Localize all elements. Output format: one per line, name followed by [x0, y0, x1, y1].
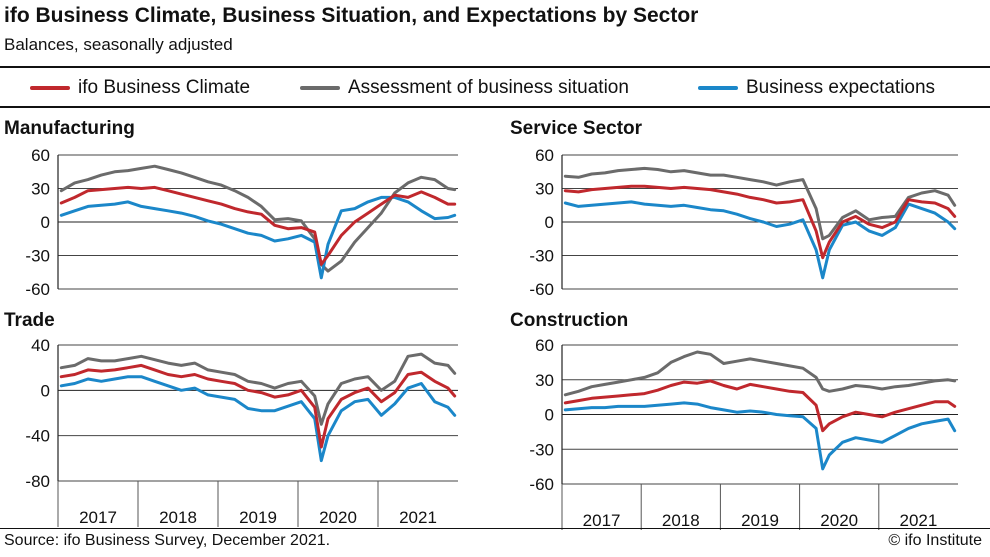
- y-tick-label-manufacturing: 60: [31, 146, 50, 165]
- legend: ifo Business Climate Assessment of busin…: [0, 74, 990, 102]
- series-line-trade-business-expectations: [59, 375, 457, 463]
- x-tick-label-trade: 2019: [239, 508, 277, 527]
- legend-swatch-business-expectations: [698, 86, 738, 90]
- legend-item-business-expectations: Business expectations: [698, 74, 935, 102]
- x-tick-label-construction: 2021: [899, 511, 937, 530]
- y-tick-label-construction: 30: [535, 371, 554, 390]
- y-tick-label-construction: 60: [535, 336, 554, 355]
- y-tick-label-service-sector: 0: [545, 213, 554, 232]
- legend-label: ifo Business Climate: [78, 77, 251, 98]
- series-line-construction-business-expectations: [563, 401, 957, 471]
- y-tick-label-construction: 0: [545, 406, 554, 425]
- y-tick-label-trade: 0: [41, 381, 50, 400]
- chart-title: ifo Business Climate, Business Situation…: [4, 4, 699, 27]
- y-tick-label-manufacturing: 0: [41, 213, 50, 232]
- x-tick-label-construction: 2020: [820, 511, 858, 530]
- legend-swatch-business-situation: [300, 86, 340, 90]
- series-line-manufacturing-business-expectations: [59, 195, 457, 280]
- top-rule: [0, 66, 990, 68]
- legend-label: Assessment of business situation: [348, 77, 629, 98]
- y-tick-label-service-sector: -30: [529, 247, 554, 266]
- legend-rule: [0, 106, 990, 108]
- series-line-trade-ifo-business-climate: [59, 363, 457, 449]
- y-tick-label-trade: -80: [25, 472, 50, 491]
- x-tick-label-trade: 2018: [159, 508, 197, 527]
- chart-subtitle: Balances, seasonally adjusted: [4, 35, 233, 54]
- series-line-service-sector-business-expectations: [563, 200, 957, 280]
- series-line-manufacturing-ifo-business-climate: [59, 185, 457, 266]
- y-tick-label-service-sector: 30: [535, 180, 554, 199]
- x-tick-label-construction: 2018: [662, 511, 700, 530]
- series-line-service-sector-ifo-business-climate: [563, 184, 957, 260]
- y-tick-label-service-sector: -60: [529, 280, 554, 299]
- panel-title-construction: Construction: [510, 310, 628, 331]
- y-tick-label-manufacturing: -30: [25, 247, 50, 266]
- y-tick-label-service-sector: 60: [535, 146, 554, 165]
- bottom-rule: [0, 528, 990, 529]
- panel-title-trade: Trade: [4, 310, 55, 331]
- y-tick-label-trade: 40: [31, 336, 50, 355]
- x-tick-label-construction: 2019: [741, 511, 779, 530]
- legend-swatch-business-climate: [30, 86, 70, 90]
- legend-item-business-situation: Assessment of business situation: [300, 74, 629, 102]
- series-line-construction-ifo-business-climate: [563, 379, 957, 433]
- series-line-trade-assessment-of-business-situation: [59, 352, 457, 426]
- x-tick-label-trade: 2020: [319, 508, 357, 527]
- legend-label: Business expectations: [746, 77, 936, 98]
- source-note: Source: ifo Business Survey, December 20…: [4, 532, 331, 549]
- y-tick-label-manufacturing: 30: [31, 180, 50, 199]
- x-tick-label-construction: 2017: [583, 511, 621, 530]
- y-tick-label-trade: -40: [25, 427, 50, 446]
- y-tick-label-manufacturing: -60: [25, 280, 50, 299]
- panel-title-service-sector: Service Sector: [510, 118, 643, 139]
- x-tick-label-trade: 2021: [399, 508, 437, 527]
- y-tick-label-construction: -30: [529, 440, 554, 459]
- series-line-service-sector-assessment-of-business-situation: [563, 166, 957, 241]
- series-line-construction-assessment-of-business-situation: [563, 350, 957, 397]
- y-tick-label-construction: -60: [529, 475, 554, 494]
- x-tick-label-trade: 2017: [79, 508, 117, 527]
- panel-title-manufacturing: Manufacturing: [4, 118, 135, 139]
- copyright-note: © ifo Institute: [888, 532, 982, 549]
- legend-item-business-climate: ifo Business Climate: [30, 74, 250, 102]
